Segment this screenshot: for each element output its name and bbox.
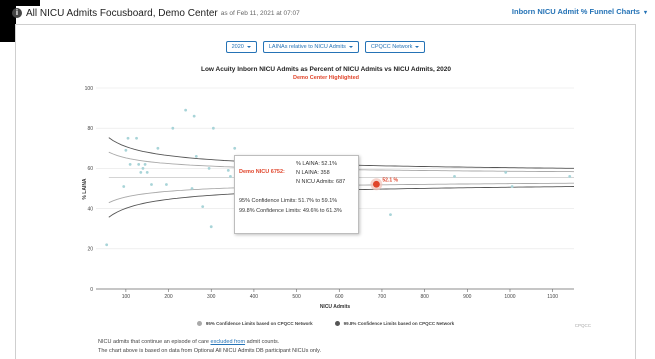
data-point[interactable] bbox=[504, 171, 508, 174]
funnel-charts-link[interactable]: Inborn NICU Admit % Funnel Charts ▾ bbox=[512, 7, 647, 16]
x-tick-label: 1000 bbox=[504, 294, 515, 300]
footnote-1: NICU admits that continue an episode of … bbox=[98, 338, 321, 347]
x-tick-label: 200 bbox=[164, 294, 173, 300]
data-point[interactable] bbox=[171, 126, 175, 130]
footnote-1-pre: NICU admits that continue an episode of … bbox=[98, 339, 211, 345]
caret-down-icon bbox=[415, 46, 420, 48]
year-dropdown-label: 2020 bbox=[231, 44, 244, 50]
y-axis-label: % LAINA bbox=[82, 178, 88, 200]
corner-mark-top bbox=[0, 0, 40, 6]
x-tick-label: 700 bbox=[378, 294, 387, 300]
legend-item-998[interactable]: 99.8% Confidence Limits based on CPQCC N… bbox=[334, 321, 455, 326]
data-point[interactable] bbox=[139, 171, 143, 174]
legend-item-95[interactable]: 95% Confidence Limits based on CPQCC Net… bbox=[196, 321, 313, 326]
data-point[interactable] bbox=[143, 162, 147, 166]
tooltip-cl95: 95% Confidence Limits: 51.7% to 59.1% bbox=[239, 198, 338, 204]
chart-credit: CPQCC bbox=[574, 323, 591, 328]
data-point[interactable] bbox=[190, 187, 194, 190]
data-point[interactable] bbox=[135, 136, 138, 140]
x-tick-label: 900 bbox=[463, 294, 472, 300]
y-tick-label: 40 bbox=[87, 206, 93, 212]
highlight-label: 52.1 % bbox=[382, 177, 398, 183]
data-point[interactable] bbox=[568, 175, 572, 178]
x-axis-ticks: 100 200 300 400 500 600 700 800 900 1000 1100 bbox=[122, 289, 558, 300]
data-point[interactable] bbox=[453, 175, 456, 178]
highlight-group: 52.1 % bbox=[370, 177, 399, 191]
chart-title: Low Acuity Inborn NICU Admits as Percent… bbox=[201, 66, 451, 73]
footnote-1-post: admit counts. bbox=[245, 339, 280, 345]
y-tick-label: 100 bbox=[85, 86, 94, 92]
page-header: i All NICU Admits Focusboard, Demo Cente… bbox=[12, 5, 655, 21]
tooltip-pct: % LAINA: 52.1% bbox=[296, 161, 337, 167]
info-icon[interactable]: i bbox=[12, 8, 22, 18]
data-point[interactable] bbox=[141, 167, 145, 170]
point-tooltip: Demo NICU 6752: % LAINA: 52.1% N LAINA: … bbox=[234, 155, 359, 234]
year-dropdown[interactable]: 2020 bbox=[225, 41, 257, 53]
data-point[interactable] bbox=[165, 183, 168, 186]
x-tick-label: 800 bbox=[420, 294, 429, 300]
data-point[interactable] bbox=[150, 183, 153, 186]
data-point[interactable] bbox=[192, 114, 196, 118]
data-point[interactable] bbox=[229, 175, 232, 178]
data-point[interactable] bbox=[124, 148, 128, 152]
tooltip-n-laina: N LAINA: 358 bbox=[296, 170, 330, 176]
measure-dropdown-label: LAINAs relative to NICU Admits bbox=[268, 44, 346, 50]
y-tick-label: 20 bbox=[87, 247, 93, 253]
tooltip-name: Demo NICU 6752: bbox=[239, 169, 285, 175]
y-tick-label: 0 bbox=[90, 287, 93, 293]
data-point[interactable] bbox=[389, 213, 392, 217]
network-dropdown[interactable]: CPQCC Network bbox=[364, 41, 426, 53]
data-point[interactable] bbox=[126, 136, 130, 140]
network-dropdown-label: CPQCC Network bbox=[370, 44, 413, 50]
y-tick-label: 80 bbox=[87, 126, 93, 132]
data-point[interactable] bbox=[156, 146, 160, 150]
data-point[interactable] bbox=[105, 243, 109, 247]
data-point[interactable] bbox=[145, 171, 149, 174]
chart-subtitle: Demo Center Highlighted bbox=[293, 75, 359, 81]
tooltip-n-admits: N NICU Admits: 687 bbox=[296, 179, 346, 185]
data-point[interactable] bbox=[128, 162, 132, 166]
legend-label-998: 99.8% Confidence Limits based on CPQCC N… bbox=[343, 321, 455, 326]
funnel-charts-link-label: Inborn NICU Admit % Funnel Charts bbox=[511, 7, 640, 16]
x-tick-label: 100 bbox=[122, 294, 131, 300]
chart-legend: 95% Confidence Limits based on CPQCC Net… bbox=[16, 321, 635, 326]
data-point[interactable] bbox=[510, 185, 514, 188]
x-tick-label: 600 bbox=[335, 294, 344, 300]
data-point[interactable] bbox=[209, 225, 213, 229]
footnotes: NICU admits that continue an episode of … bbox=[98, 338, 321, 355]
legend-label-95: 95% Confidence Limits based on CPQCC Net… bbox=[205, 321, 313, 326]
chevron-down-icon: ▾ bbox=[643, 10, 647, 16]
data-point[interactable] bbox=[226, 169, 230, 172]
caret-down-icon bbox=[246, 46, 251, 48]
y-axis-ticks: 0 20 40 60 80 100 bbox=[85, 86, 94, 293]
data-point[interactable] bbox=[201, 205, 205, 208]
page-title: All NICU Admits Focusboard, Demo Center bbox=[26, 7, 218, 19]
y-tick-label: 60 bbox=[87, 166, 93, 172]
x-tick-label: 1100 bbox=[547, 294, 558, 300]
data-point[interactable] bbox=[207, 167, 211, 170]
data-point[interactable] bbox=[122, 185, 126, 188]
legend-dot-icon bbox=[334, 321, 340, 326]
excluded-from-link[interactable]: excluded from bbox=[210, 339, 246, 345]
page-date: as of Feb 11, 2021 at 07:07 bbox=[220, 9, 300, 17]
data-point[interactable] bbox=[184, 108, 188, 112]
caret-down-icon bbox=[348, 46, 353, 48]
data-point[interactable] bbox=[194, 154, 198, 158]
x-tick-label: 300 bbox=[207, 294, 216, 300]
filter-bar: 2020 LAINAs relative to NICU Admits CPQC… bbox=[16, 41, 635, 53]
x-axis-label: NICU Admits bbox=[320, 304, 351, 310]
x-tick-label: 500 bbox=[292, 294, 301, 300]
legend-dot-icon bbox=[196, 321, 202, 326]
x-tick-label: 400 bbox=[250, 294, 259, 300]
data-point[interactable] bbox=[211, 126, 215, 130]
tooltip-cl998: 99.8% Confidence Limits: 49.6% to 61.3% bbox=[239, 208, 342, 214]
footnote-2: The chart above is based on data from Op… bbox=[98, 347, 322, 354]
data-point[interactable] bbox=[137, 162, 141, 166]
chart-panel: 2020 LAINAs relative to NICU Admits CPQC… bbox=[15, 24, 636, 359]
highlight-point[interactable] bbox=[372, 180, 380, 188]
data-point[interactable] bbox=[233, 146, 237, 150]
measure-dropdown[interactable]: LAINAs relative to NICU Admits bbox=[262, 41, 359, 53]
